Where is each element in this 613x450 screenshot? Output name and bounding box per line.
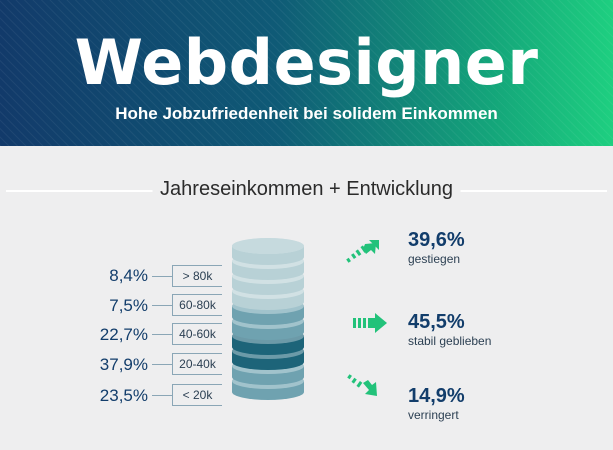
income-range-label: 20-40k [172, 353, 222, 375]
section-title: Jahreseinkommen + Entwicklung [152, 178, 461, 201]
income-percent-label: 22,7% [99, 325, 148, 344]
connector-line [152, 276, 172, 277]
connector-line [152, 395, 172, 396]
arrow-right-icon [353, 313, 387, 333]
trend-down-label: verringert [408, 408, 459, 422]
trend-up-label: gestiegen [408, 252, 461, 266]
header-pattern [0, 0, 613, 146]
income-range-label: > 80k [172, 265, 222, 287]
connector-line [152, 334, 172, 335]
trend-down-value: 14,9% [408, 385, 465, 407]
income-percent-label: 23,5% [99, 386, 148, 405]
connector-line [152, 364, 172, 365]
income-percent-label: 8,4% [109, 266, 148, 285]
income-percent-label: 37,9% [99, 355, 148, 374]
page-subtitle: Hohe Jobzufriedenheit bei solidem Einkom… [115, 104, 498, 123]
coin-stack [232, 238, 304, 400]
income-range-label: 60-80k [172, 294, 222, 316]
coin-top [232, 238, 304, 254]
arrow-up-right-icon [346, 240, 379, 263]
income-range-label: 40-60k [172, 323, 222, 345]
trend-stable-label: stabil geblieben [408, 334, 492, 348]
header-banner: Webdesigner Hohe Jobzufriedenheit bei so… [0, 0, 613, 146]
trend-stable-value: 45,5% [408, 311, 465, 333]
arrow-down-right-icon [347, 374, 377, 396]
trend-up-value: 39,6% [408, 229, 465, 251]
connector-line [152, 305, 172, 306]
income-range-label: < 20k [172, 384, 222, 406]
page-title: Webdesigner [74, 26, 539, 99]
income-percent-label: 7,5% [109, 296, 148, 315]
